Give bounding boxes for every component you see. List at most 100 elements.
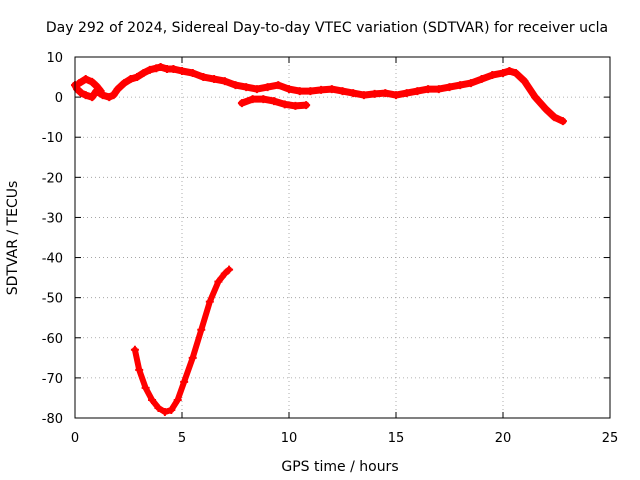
series-main-track [71,63,567,126]
data-point [466,79,475,88]
data-point [291,101,300,110]
y-tick-label: -20 [42,171,63,186]
data-point [214,277,223,286]
data-point [349,89,358,98]
y-tick-label: -70 [42,372,63,387]
data-point [550,113,559,122]
y-axis-label: SDTVAR / TECUs [5,181,21,296]
y-tick-label: -40 [42,252,63,267]
data-point [302,101,311,110]
data-point [558,117,567,126]
data-point [145,65,154,74]
data-point [338,87,347,96]
data-point [392,91,400,100]
data-point [285,85,293,94]
x-axis-label: GPS time / hours [281,459,398,475]
data-point [424,85,433,94]
data-point [113,85,122,94]
data-point [126,75,135,84]
data-point [359,91,368,100]
data-point [130,345,139,354]
data-point [220,77,229,86]
x-tick-label: 25 [602,431,619,446]
data-point [252,85,261,94]
data-point [381,89,390,98]
chart-title: Day 292 of 2024, Sidereal Day-to-day VTE… [46,20,608,36]
series-layer [71,63,567,416]
data-point [167,405,176,414]
data-point [92,81,101,90]
data-point [180,377,189,386]
data-point [370,89,379,98]
x-tick-label: 0 [71,431,79,446]
data-point [169,65,178,74]
data-point [188,353,197,362]
data-point [156,63,165,72]
data-point [96,87,105,96]
data-point [88,77,97,86]
data-point [88,93,97,102]
x-tick-label: 5 [178,431,186,446]
series-band [131,266,233,415]
data-point [488,71,497,80]
y-tick-label: -30 [42,211,63,226]
data-point [274,81,283,90]
data-point [231,81,240,90]
data-point [135,365,144,374]
x-tick-label: 15 [388,431,405,446]
data-point [178,67,186,76]
data-point [141,383,150,392]
x-tick-label: 10 [281,431,298,446]
data-point [531,93,540,102]
data-point [225,265,234,274]
data-point [263,83,272,92]
grid [75,57,610,418]
data-point [541,105,550,114]
data-point [317,85,326,94]
data-point [242,83,251,92]
y-tick-label: 0 [55,91,63,106]
data-point [248,95,257,104]
data-point [259,95,268,104]
data-point [188,69,197,78]
data-point [160,407,169,416]
y-tick-label: -80 [42,412,63,427]
data-point [75,79,84,88]
data-point [133,73,142,82]
data-point [270,97,279,106]
axes-ticks: 0 5 10 15 20 25 10 0 -10 -20 -30 -40 -50 -60 -70 -80 [42,51,619,446]
data-point [199,73,208,82]
data-point [280,100,289,109]
data-point [105,93,114,102]
series-deep-excursion [130,265,234,416]
series-secondary-track [237,95,311,110]
data-point [434,85,443,94]
data-point [306,87,315,96]
data-point [77,89,86,98]
data-point [220,269,229,278]
data-point [477,75,486,84]
data-point [148,395,157,404]
data-point [73,85,82,94]
data-point [402,89,411,98]
data-point [210,75,219,84]
data-point [197,325,206,334]
data-point [139,69,148,78]
data-point [120,79,129,88]
data-point [505,67,514,76]
y-tick-label: 10 [46,51,63,66]
y-tick-label: -60 [42,332,63,347]
data-point [445,83,454,92]
y-tick-label: -50 [42,292,63,307]
data-point [511,69,520,78]
data-point [237,99,246,108]
data-point [152,64,161,73]
series-small-arc [75,75,105,96]
data-point [327,85,336,94]
data-point [109,91,118,100]
x-tick-label: 20 [495,431,512,446]
data-point [81,91,90,100]
data-point [205,297,214,306]
data-point [413,87,422,96]
